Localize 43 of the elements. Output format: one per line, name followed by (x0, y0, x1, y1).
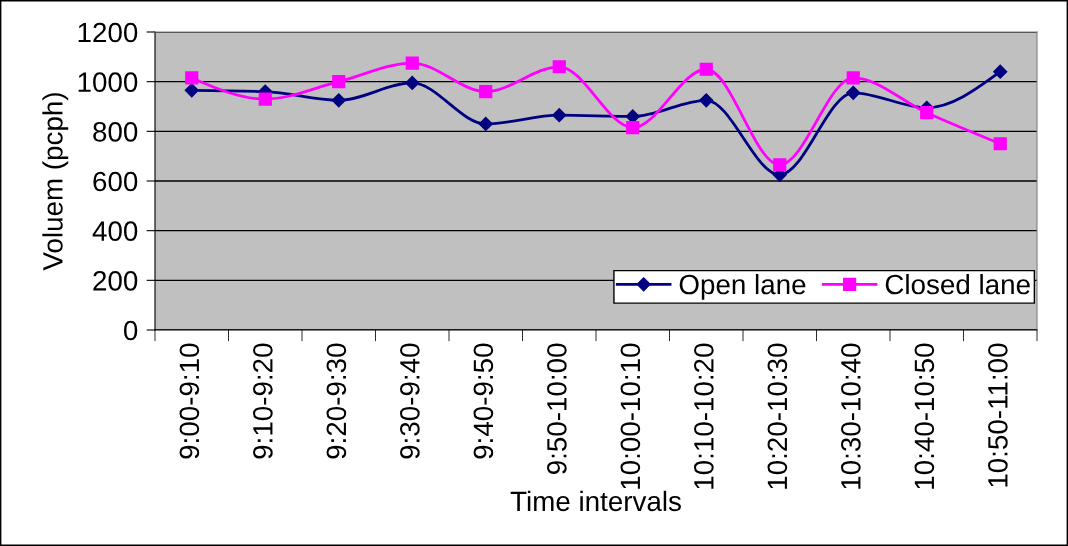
point (552, 60, 566, 74)
point (479, 85, 493, 99)
x-tick-label: 10:00-10:10 (620, 343, 641, 489)
y-tick-label: 600 (93, 171, 138, 192)
x-tick-label: 10:40-10:50 (914, 343, 935, 489)
legend-label: Closed lane (885, 273, 1030, 295)
point (993, 137, 1007, 151)
point (626, 121, 640, 135)
point (920, 106, 934, 120)
point (773, 158, 787, 172)
point (331, 93, 346, 108)
x-tick-label: 9:20-9:30 (326, 343, 347, 459)
point (699, 93, 714, 108)
y-tick-label: 800 (93, 122, 138, 142)
legend-label: Open lane (679, 273, 806, 300)
y-tick-label: 200 (93, 271, 138, 291)
x-tick-label: 9:10-9:20 (253, 343, 273, 459)
point (993, 64, 1008, 79)
x-tick-label: 10:30-10:40 (841, 343, 861, 489)
x-tick-label: 9:30-9:40 (400, 343, 420, 459)
x-tick-label: 10:20-10:30 (767, 343, 788, 489)
point (552, 108, 567, 123)
y-tick-label: 0 (123, 320, 138, 341)
point (846, 71, 860, 85)
x-axis-title: Time intervals (510, 490, 681, 512)
y-axis-title: Voluem (pcph) (42, 93, 69, 271)
point (258, 92, 272, 106)
y-tick-label: 1000 (78, 72, 138, 93)
point (184, 83, 199, 98)
point (405, 75, 420, 90)
x-tick-label: 9:00-9:10 (179, 343, 200, 459)
point (478, 116, 493, 131)
x-tick-label: 10:10-10:20 (694, 343, 714, 489)
point (332, 75, 346, 89)
y-tick-label: 400 (92, 221, 138, 242)
point (846, 85, 861, 100)
point (405, 56, 419, 70)
point (185, 71, 199, 85)
y-tick-label: 1200 (78, 22, 138, 43)
point (699, 62, 713, 76)
x-tick-label: 9:40-9:50 (473, 343, 494, 459)
x-tick-label: 9:50-10:00 (547, 343, 567, 475)
x-tick-label: 10:50-11:00 (988, 343, 1008, 487)
